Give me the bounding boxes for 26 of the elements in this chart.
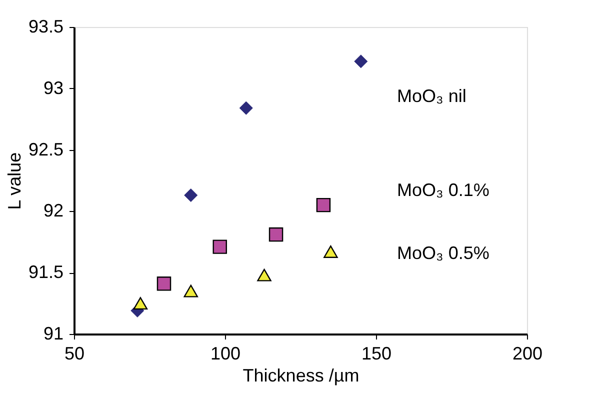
y-tick-label: 92 [43, 200, 64, 221]
point [257, 268, 272, 282]
point [212, 240, 227, 254]
point [324, 245, 338, 258]
point [184, 284, 198, 298]
x-tick-label: 150 [361, 344, 392, 364]
point [156, 276, 172, 291]
y-axis-title: L value [4, 152, 24, 210]
point [268, 227, 284, 242]
point [354, 54, 368, 68]
y-tick-label: 93.5 [28, 16, 64, 36]
point [133, 297, 148, 310]
text: MoO₃ 0.5% [397, 243, 490, 263]
y-tick-label: 92.5 [28, 139, 64, 160]
x-tick-label: 50 [64, 344, 85, 364]
text: MoO₃ 0.1% [397, 180, 490, 200]
point [184, 188, 198, 202]
y-tick-label: 91 [43, 324, 64, 344]
y-tick-label: 93 [43, 78, 64, 98]
text: MoO₃ nil [397, 86, 466, 106]
point [239, 101, 253, 115]
x-tick-label: 200 [512, 344, 543, 364]
x-tick-label: 100 [210, 344, 241, 364]
point [316, 198, 331, 212]
x-axis-title: Thickness /µm [242, 366, 360, 386]
y-tick-label: 91.5 [28, 262, 64, 282]
